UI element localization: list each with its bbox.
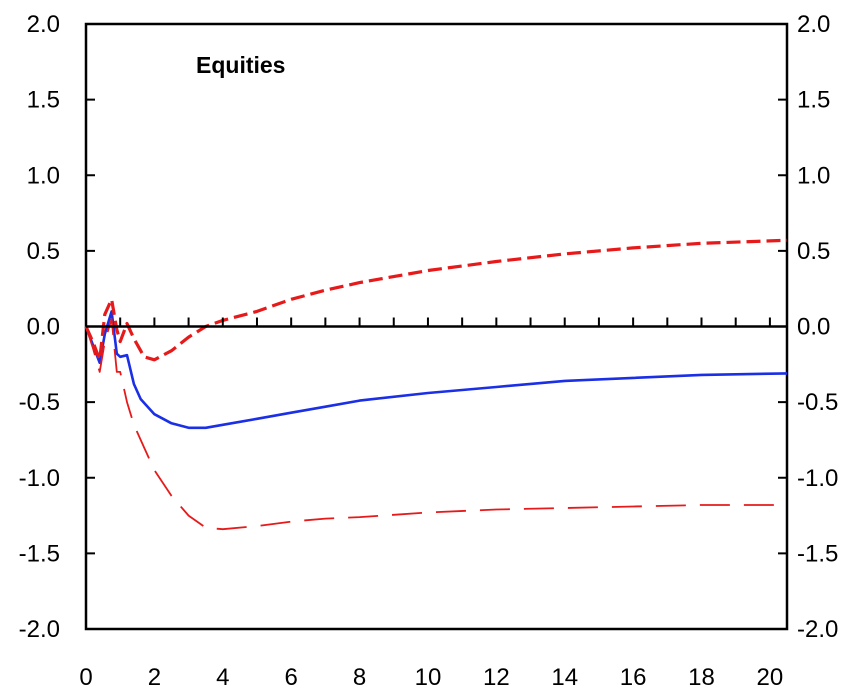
y-tick-label-right: -2.0	[797, 616, 838, 643]
series-line-2-dashed	[84, 238, 788, 362]
y-tick-label-right: 1.0	[797, 162, 830, 189]
x-tick-label: 4	[216, 664, 229, 691]
chart-title: Equities	[196, 52, 285, 78]
x-tick-label: 12	[483, 664, 510, 691]
x-tick-label: 16	[620, 664, 647, 691]
series-layer	[84, 238, 788, 531]
y-tick-label-right: -0.5	[797, 389, 838, 416]
x-tick-label: 10	[415, 664, 442, 691]
x-tick-label: 6	[284, 664, 297, 691]
x-tick-label: 2	[148, 664, 161, 691]
x-tick-label: 8	[353, 664, 366, 691]
series-line-1-solid	[84, 310, 788, 430]
y-tick-label-left: 1.5	[27, 87, 60, 114]
x-tick-label: 18	[688, 664, 715, 691]
y-tick-label-left: 1.0	[27, 162, 60, 189]
y-tick-label-left: -0.5	[19, 389, 60, 416]
x-tick-label: 14	[551, 664, 578, 691]
x-tick-label: 0	[79, 664, 92, 691]
y-tick-label-right: 1.5	[797, 87, 830, 114]
x-tick-label: 20	[757, 664, 784, 691]
y-tick-label-left: -1.0	[19, 465, 60, 492]
y-tick-label-left: 2.0	[27, 11, 60, 38]
y-tick-label-right: -1.5	[797, 540, 838, 567]
y-tick-label-right: -1.0	[797, 465, 838, 492]
y-tick-label-right: 0.0	[797, 314, 830, 341]
y-tick-label-left: -2.0	[19, 616, 60, 643]
series-line-3-long-dashed	[85, 317, 787, 531]
y-tick-label-right: 2.0	[797, 11, 830, 38]
y-tick-label-right: 0.5	[797, 238, 830, 265]
axis-layer: 2.0 2.0 1.5 1.5 1.0 1.0 0.5 0.5 0.0 0.0 -0.5 -0.5 -1…	[19, 11, 839, 691]
y-tick-label-left: 0.0	[27, 314, 60, 341]
y-tick-label-left: -1.5	[19, 540, 60, 567]
y-tick-label-left: 0.5	[27, 238, 60, 265]
